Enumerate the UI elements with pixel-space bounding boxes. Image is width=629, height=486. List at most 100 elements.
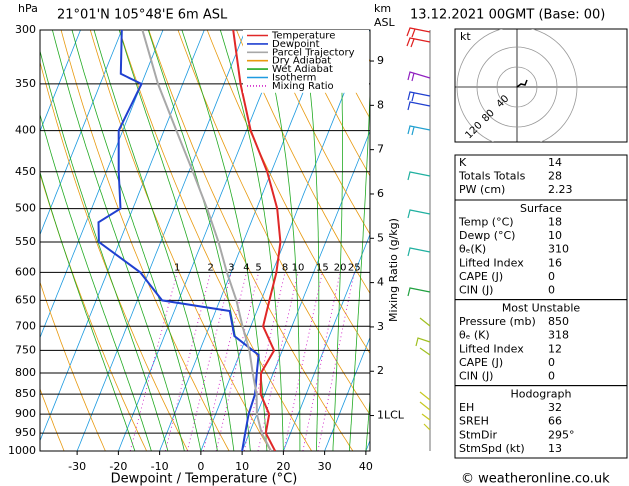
- dry-adiabat: [40, 387, 65, 451]
- x-tick-label: -10: [151, 460, 169, 473]
- mixing-ratio-line: [283, 272, 323, 451]
- legend-label: Dry Adiabat: [272, 56, 331, 67]
- x-tick-label: 40: [359, 460, 373, 473]
- barb: [419, 391, 431, 431]
- x-tick-label: -20: [109, 460, 127, 473]
- barb: [407, 125, 431, 136]
- section-title: Surface: [520, 202, 562, 215]
- mixing-ratio-label: 20: [334, 262, 347, 273]
- x-tick-label: 10: [235, 460, 249, 473]
- y-tick-label: 450: [15, 165, 36, 178]
- index-label: CAPE (J): [459, 270, 503, 283]
- km-tick-label: 4: [377, 276, 384, 289]
- x-tick-label: -30: [68, 460, 86, 473]
- mixing-ratio-label: 3: [228, 262, 234, 273]
- section-title: Most Unstable: [502, 302, 581, 315]
- index-label: CIN (J): [459, 284, 493, 297]
- mixing-ratio-axis-label: Mixing Ratio (g/kg): [387, 218, 400, 322]
- mixing-ratio-label: 4: [243, 262, 249, 273]
- wet-adiabat: [365, 395, 370, 451]
- y-tick-label: 600: [15, 265, 36, 278]
- mixing-ratio-label: 5: [255, 262, 261, 273]
- index-label: CAPE (J): [459, 356, 503, 369]
- index-label: Lifted Index: [459, 256, 524, 269]
- x-tick-label: 20: [276, 460, 290, 473]
- mixing-ratio-line: [302, 272, 341, 451]
- hodograph-ring: [476, 46, 558, 128]
- index-label: EH: [459, 401, 474, 414]
- km-tick-label: 3: [377, 320, 384, 333]
- km-label: km: [374, 2, 391, 15]
- index-value: 0: [548, 284, 555, 297]
- y-tick-label: 350: [15, 77, 36, 90]
- index-label: SREH: [459, 415, 489, 428]
- index-label: PW (cm): [459, 183, 505, 196]
- mixing-ratio-label: 15: [316, 262, 329, 273]
- mixing-ratio-line: [243, 272, 286, 451]
- index-label: StmSpd (kt): [459, 442, 525, 455]
- datetime: 13.12.2021 00GMT (Base: 00): [410, 8, 605, 23]
- plot-frame: [39, 29, 371, 452]
- pressure-unit: hPa: [18, 2, 38, 15]
- index-value: 295°: [548, 428, 575, 441]
- index-value: 16: [548, 256, 562, 269]
- index-value: 32: [548, 401, 562, 414]
- asl-label: ASL: [374, 16, 396, 29]
- hodograph-frame: [454, 28, 628, 143]
- km-tick-label: 2: [377, 364, 384, 377]
- mixing-ratio-label: 25: [348, 262, 361, 273]
- dry-adiabat: [294, 30, 370, 177]
- index-box: [454, 385, 628, 459]
- y-tick-label: 300: [15, 23, 36, 36]
- index-value: 2.23: [548, 183, 573, 196]
- series-line: [97, 30, 260, 451]
- index-value: 318: [548, 329, 569, 342]
- barb: [415, 317, 431, 356]
- km-tick-label: 5: [377, 231, 384, 244]
- index-value: 0: [548, 370, 555, 383]
- y-tick-label: 800: [15, 366, 36, 379]
- isotherm: [40, 30, 123, 236]
- y-tick-label: 950: [15, 426, 36, 439]
- mixing-ratio-line: [317, 272, 355, 451]
- dry-adiabat: [265, 30, 370, 235]
- index-label: θₑ(K): [459, 243, 486, 256]
- index-value: 0: [548, 270, 555, 283]
- isotherm: [324, 336, 370, 451]
- km-tick-label: 8: [377, 98, 384, 111]
- index-label: Temp (°C): [458, 216, 514, 229]
- y-tick-label: 500: [15, 202, 36, 215]
- mixing-ratio-line: [257, 272, 299, 451]
- index-label: Dewp (°C): [459, 229, 515, 242]
- hodograph-trace: [516, 79, 528, 88]
- wind-barbs: [406, 27, 431, 451]
- barb: [407, 287, 431, 297]
- km-tick-label: 9: [377, 54, 384, 67]
- series-line: [141, 30, 272, 451]
- y-tick-label: 700: [15, 319, 36, 332]
- legend-label: Wet Adiabat: [272, 64, 333, 75]
- mixing-ratio-label: 2: [207, 262, 213, 273]
- index-value: 10: [548, 229, 562, 242]
- y-tick-label: 900: [15, 407, 36, 420]
- index-label: StmDir: [459, 428, 498, 441]
- series-line: [232, 30, 282, 451]
- index-value: 66: [548, 415, 562, 428]
- dry-adiabat: [236, 30, 370, 295]
- footer: © weatheronline.co.uk: [461, 472, 610, 486]
- index-value: 310: [548, 243, 569, 256]
- hodograph-ring: [496, 66, 538, 108]
- x-tick-label: 0: [197, 460, 204, 473]
- y-tick-label: 400: [15, 124, 36, 137]
- hodograph-ring: [456, 29, 578, 142]
- legend-label: Isotherm: [272, 73, 316, 84]
- mixing-ratio-label: 10: [292, 262, 305, 273]
- y-tick-label: 650: [15, 293, 36, 306]
- km-tick-label: 1LCL: [377, 409, 405, 422]
- section-title: Hodograph: [511, 388, 572, 401]
- x-tick-label: 30: [318, 460, 332, 473]
- legend-label: Parcel Trajectory: [272, 47, 355, 58]
- index-label: K: [459, 156, 467, 169]
